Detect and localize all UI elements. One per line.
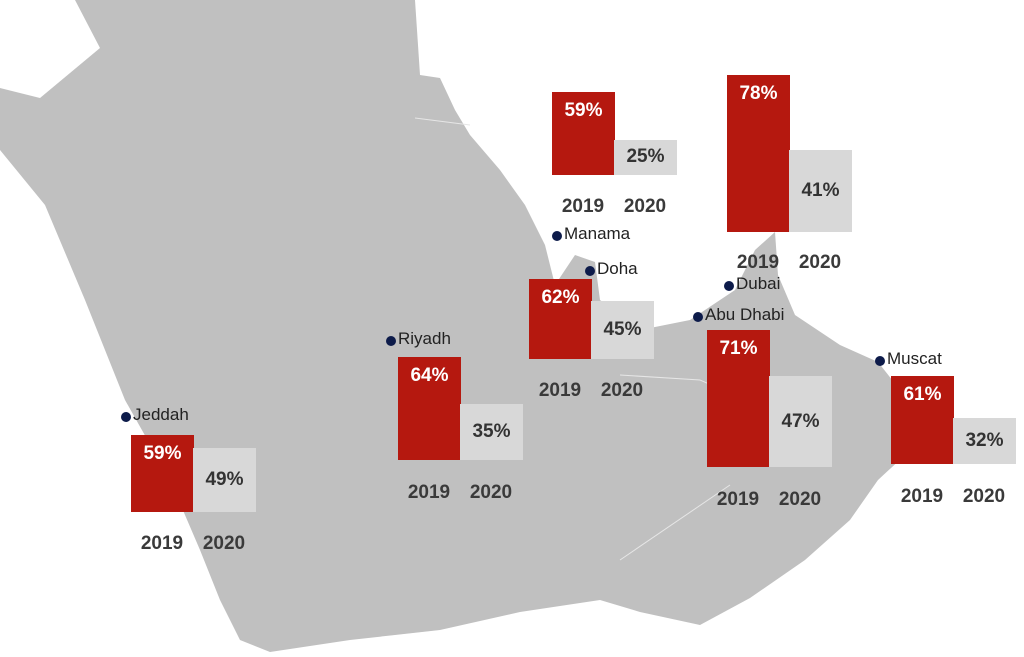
city-label-doha: Doha [597, 259, 638, 278]
city-dot-icon [724, 281, 734, 291]
data-label: 32% [965, 429, 1004, 451]
data-label: 78% [739, 83, 778, 105]
data-label: 62% [541, 287, 580, 309]
data-label: 35% [472, 420, 511, 442]
city-dot-icon [121, 412, 131, 422]
year-label: 2020 [623, 196, 667, 217]
year-label: 2020 [778, 489, 822, 510]
bar-doha-2020: 45% [591, 300, 654, 359]
data-label: 59% [143, 442, 182, 464]
year-label: 2020 [600, 380, 644, 401]
year-label: 2019 [140, 533, 184, 554]
city-dot-icon [552, 231, 562, 241]
data-label: 71% [719, 337, 758, 359]
bar-jeddah-2019: 59% [131, 434, 194, 512]
year-label: 2019 [716, 489, 760, 510]
bar-riyadh-2019: 64% [398, 356, 461, 460]
bar-manama-2020: 25% [614, 139, 677, 175]
bar-jeddah-2020: 49% [193, 447, 256, 512]
year-label: 2020 [202, 533, 246, 554]
data-label: 41% [801, 179, 840, 201]
year-label: 2019 [561, 196, 605, 217]
data-label: 45% [603, 318, 642, 340]
bar-doha-2019: 62% [529, 279, 592, 359]
year-label: 2020 [469, 482, 513, 503]
bar-dubai-2020: 41% [789, 149, 852, 232]
city-dot-icon [386, 336, 396, 346]
year-label: 2019 [538, 380, 582, 401]
city-dot-icon [693, 312, 703, 322]
data-label: 61% [903, 384, 942, 406]
bar-manama-2019: 59% [552, 91, 615, 175]
city-label-dubai: Dubai [736, 274, 781, 293]
city-dot-icon [585, 266, 595, 276]
city-label-riyadh: Riyadh [398, 329, 451, 348]
data-label: 64% [410, 364, 449, 386]
year-label: 2020 [962, 486, 1006, 507]
data-label: 49% [205, 468, 244, 490]
bar-muscat-2019: 61% [891, 376, 954, 464]
city-label-manama: Manama [564, 224, 631, 243]
data-label: 25% [626, 146, 665, 168]
data-label: 47% [781, 410, 820, 432]
data-label: 59% [564, 99, 603, 121]
city-label-muscat: Muscat [887, 349, 942, 368]
city-label-abu-dhabi: Abu Dhabi [705, 305, 785, 324]
bar-dubai-2019: 78% [727, 75, 790, 232]
bar-abu-dhabi-2020: 47% [769, 376, 832, 467]
city-label-jeddah: Jeddah [133, 405, 189, 424]
year-label: 2019 [736, 252, 780, 273]
year-label: 2019 [407, 482, 451, 503]
year-label: 2020 [798, 252, 842, 273]
year-label: 2019 [900, 486, 944, 507]
city-dot-icon [875, 356, 885, 366]
bar-riyadh-2020: 35% [460, 403, 523, 460]
bar-abu-dhabi-2019: 71% [707, 329, 770, 467]
bar-muscat-2020: 32% [953, 417, 1016, 464]
